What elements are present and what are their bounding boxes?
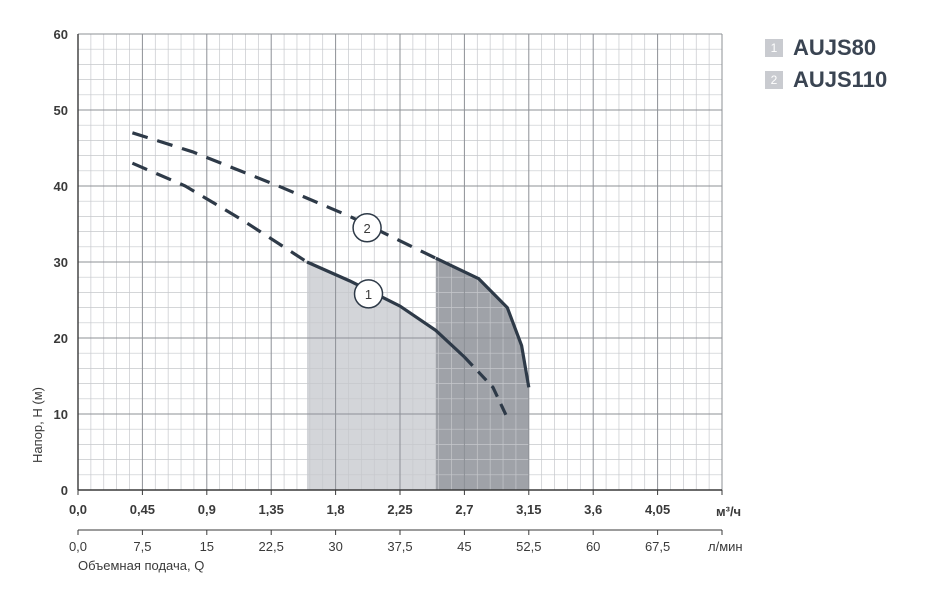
x-secondary-tick-label: 15 (200, 539, 214, 554)
x-secondary-tick-label: 30 (328, 539, 342, 554)
y-tick-label: 20 (54, 331, 68, 346)
x-secondary-tick-label: 52,5 (516, 539, 541, 554)
x-secondary-tick-label: 22,5 (259, 539, 284, 554)
x-secondary-tick-label: 60 (586, 539, 600, 554)
curve-marker-circle (353, 279, 384, 309)
x-axis-label: Объемная подача, Q (78, 558, 204, 573)
curve-solid-1 (306, 260, 466, 359)
grid-major (77, 33, 723, 491)
x-tick-label: 2,7 (455, 502, 473, 517)
x-tick-label: 2,25 (387, 502, 412, 517)
x-tick-label: 0,45 (130, 502, 155, 517)
x-tick-label: 1,8 (327, 502, 345, 517)
curve-dashed-1 (131, 161, 308, 264)
x-tick-label: 4,05 (645, 502, 670, 517)
curve-marker-label: 1 (365, 287, 372, 302)
x-secondary-tick-label: 67,5 (645, 539, 670, 554)
x-tick-label: 0,9 (198, 502, 216, 517)
x-secondary-tick-label: 0,0 (69, 539, 87, 554)
x-secondary-tick-label: 37,5 (387, 539, 412, 554)
y-tick-label: 10 (54, 407, 68, 422)
x-tick-label: 1,35 (259, 502, 284, 517)
x-secondary-tick-label: 7,5 (133, 539, 151, 554)
curve-marker-circle (352, 213, 382, 243)
x-tick-label: 3,15 (516, 502, 541, 517)
x-secondary-tick-label: 45 (457, 539, 471, 554)
y-tick-label: 30 (54, 255, 68, 270)
legend-label: AUJS80 (793, 35, 877, 60)
x-tick-label: 3,6 (584, 502, 602, 517)
operating-range-shading (306, 258, 529, 490)
y-tick-label: 0 (61, 483, 68, 498)
y-axis-label: Напор, Н (м) (30, 387, 45, 463)
legend-number-badge: 1 (765, 39, 783, 57)
curve-dashed-end-1 (463, 355, 509, 419)
legend: 1 AUJS80 2 AUJS110 (765, 32, 887, 96)
legend-item-aujs80: 1 AUJS80 (765, 32, 887, 64)
x-unit-secondary: л/мин (708, 539, 743, 554)
tick-labels: 0 10 20 30 40 50 60 0,0 0,45 0,9 1,35 1,8 2,25 2,7 3,1… (54, 27, 671, 554)
x-unit-primary: м³/ч (716, 504, 741, 519)
operating-area-1 (306, 262, 465, 490)
legend-label: AUJS110 (793, 67, 888, 92)
curve-solid-2 (435, 256, 531, 388)
curves: 12 (131, 131, 531, 419)
axes (77, 34, 723, 535)
y-tick-label: 40 (54, 179, 68, 194)
curve-marker-label: 2 (363, 221, 370, 236)
y-tick-label: 60 (54, 27, 68, 42)
legend-item-aujs110: 2 AUJS110 (765, 64, 887, 96)
y-tick-label: 50 (54, 103, 68, 118)
x-tick-label: 0,0 (69, 502, 87, 517)
legend-number-badge: 2 (765, 71, 783, 89)
